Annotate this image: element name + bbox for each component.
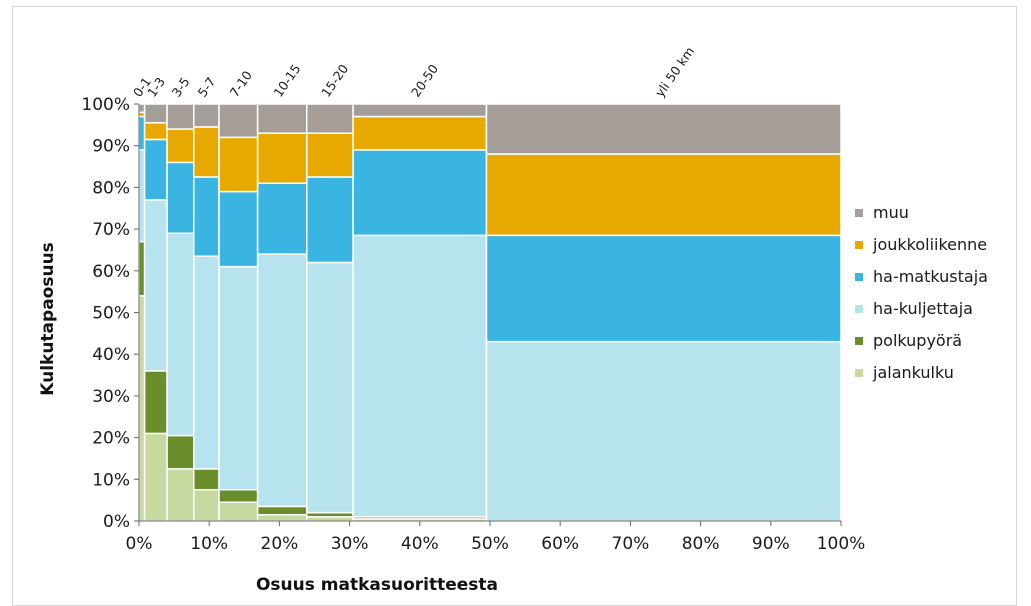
x-tick-label: 90% [752, 534, 790, 554]
bar-segment-3-5-joukkoliikenne [166, 128, 195, 164]
bar-segment-7-10-polkupyörä [218, 488, 259, 503]
legend-swatch-ha-matkustaja [855, 273, 863, 281]
y-axis-label: Kulkutapaosuus [38, 242, 58, 396]
bar-segment-5-7-ha-matkustaja [193, 176, 220, 257]
bar-segment-0-1-muu [138, 103, 146, 114]
bar-segment-yli-50-km-ha-kuljettaja [485, 340, 842, 522]
x-tick-label: 40% [401, 534, 439, 554]
bar-segment-yli-50-km-joukkoliikenne [485, 153, 842, 237]
marimekko-chart: 0% 10% 20% 30% 40% 50% 60% 70% 80% 90% 100% 0% 10% 2… [38, 44, 988, 595]
bar-segment-yli-50-km-ha-matkustaja [485, 234, 842, 343]
y-tick-label: 60% [92, 262, 130, 282]
plot-area [138, 103, 842, 522]
y-tick-label: 80% [92, 178, 130, 198]
legend-swatch-jalankulku [855, 369, 863, 377]
bar-segment-5-7-ha-kuljettaja [193, 255, 220, 470]
bar-segment-15-20-muu [306, 103, 354, 134]
legend-swatch-joukkoliikenne [855, 241, 863, 249]
x-tick-label: 70% [612, 534, 650, 554]
legend-label-joukkoliikenne: joukkoliikenne [872, 235, 987, 254]
bar-segment-1-3-muu [143, 103, 168, 124]
y-tick-label: 90% [92, 137, 130, 157]
legend-label-jalankulku: jalankulku [872, 363, 954, 382]
bar-segment-10-15-joukkoliikenne [256, 132, 308, 184]
bar-segment-1-3-polkupyörä [143, 370, 168, 435]
x-tick-label: 100% [817, 534, 866, 554]
bar-segment-3-5-muu [166, 103, 195, 130]
bar-segment-1-3-joukkoliikenne [143, 122, 168, 141]
bar-segment-10-15-ha-matkustaja [256, 182, 308, 255]
bar-segment-0-1-ha-kuljettaja [138, 149, 146, 243]
bar-segment-15-20-ha-matkustaja [306, 176, 354, 264]
bar-segment-1-3-ha-matkustaja [143, 138, 168, 201]
legend-label-ha-kuljettaja: ha-kuljettaja [873, 299, 973, 318]
bar-segment-3-5-polkupyörä [166, 434, 195, 470]
legend-label-muu: muu [873, 203, 909, 222]
category-label: 10-15 [270, 61, 303, 99]
bar-segment-20-50-joukkoliikenne [352, 115, 488, 151]
y-tick-label: 40% [92, 345, 130, 365]
category-label: 20-50 [408, 61, 441, 99]
bar-segment-1-3-ha-kuljettaja [143, 199, 168, 372]
category-label: 1-3 [144, 74, 168, 99]
y-tick-label: 70% [92, 220, 130, 240]
x-tick-label: 20% [261, 534, 299, 554]
legend-swatch-polkupyörä [855, 337, 863, 345]
x-tick-label: 0% [126, 534, 153, 554]
bar-segment-3-5-ha-kuljettaja [166, 232, 195, 437]
legend-swatch-muu [855, 209, 863, 217]
chart-frame: 0% 10% 20% 30% 40% 50% 60% 70% 80% 90% 100% 0% 10% 2… [12, 6, 1017, 606]
y-axis-ticks: 0% 10% 20% 30% 40% 50% 60% 70% 80% 90% 100% [81, 95, 139, 532]
category-label: 5-7 [195, 74, 219, 99]
category-label: 3-5 [169, 74, 193, 99]
legend-swatch-ha-kuljettaja [855, 305, 863, 313]
bar-segment-0-1-polkupyörä [138, 240, 146, 297]
bar-segment-10-15-polkupyörä [256, 505, 308, 516]
bar-segment-15-20-ha-kuljettaja [306, 261, 354, 514]
x-tick-label: 30% [331, 534, 369, 554]
x-tick-label: 60% [541, 534, 579, 554]
category-label: 15-20 [318, 61, 351, 99]
bar-segment-10-15-muu [256, 103, 308, 134]
bar-segment-3-5-jalankulku [166, 468, 195, 522]
x-axis-label: Osuus matkasuoritteesta [256, 575, 498, 595]
bar-segment-20-50-ha-matkustaja [352, 149, 488, 237]
y-tick-label: 50% [92, 304, 130, 324]
bar-segment-10-15-jalankulku [256, 513, 308, 522]
bar-segment-7-10-ha-matkustaja [218, 190, 259, 268]
bar-segment-7-10-jalankulku [218, 501, 259, 522]
y-tick-label: 100% [81, 95, 130, 115]
x-tick-label: 50% [471, 534, 509, 554]
x-tick-label: 10% [190, 534, 228, 554]
x-tick-label: 80% [682, 534, 720, 554]
y-tick-label: 20% [92, 429, 130, 449]
x-axis-ticks: 0% 10% 20% 30% 40% 50% 60% 70% 80% 90% 100% [126, 521, 866, 554]
bar-segment-1-3-jalankulku [143, 432, 168, 522]
y-tick-label: 10% [92, 470, 130, 490]
bar-segment-20-50-ha-kuljettaja [352, 234, 488, 518]
legend: muu joukkoliikenne ha-matkustaja ha-kuljett… [855, 203, 988, 382]
bar-segment-5-7-muu [193, 103, 220, 128]
bar-segment-10-15-ha-kuljettaja [256, 253, 308, 508]
category-label: 7-10 [227, 68, 256, 100]
bar-segment-7-10-ha-kuljettaja [218, 265, 259, 491]
bar-segment-5-7-joukkoliikenne [193, 126, 220, 178]
category-label: yli 50 km [652, 44, 697, 100]
bar-segment-5-7-jalankulku [193, 488, 220, 522]
bar-segment-7-10-muu [218, 103, 259, 139]
y-tick-label: 30% [92, 387, 130, 407]
legend-label-polkupyörä: polkupyörä [873, 331, 962, 350]
bar-segment-5-7-polkupyörä [193, 468, 220, 491]
category-labels: 0-11-3 3-5 5-7 7-10 10-15 15-20 20-50 yli 50 km [130, 44, 697, 100]
bar-segment-3-5-ha-matkustaja [166, 161, 195, 235]
legend-label-ha-matkustaja: ha-matkustaja [873, 267, 988, 286]
bar-segment-7-10-joukkoliikenne [218, 136, 259, 193]
bar-segment-yli-50-km-muu [485, 103, 842, 155]
bar-segment-15-20-joukkoliikenne [306, 132, 354, 178]
bar-segment-0-1-ha-matkustaja [138, 115, 146, 151]
bar-segment-20-50-muu [352, 103, 488, 118]
bar-segment-0-1-jalankulku [138, 295, 146, 522]
y-tick-label: 0% [103, 512, 130, 532]
